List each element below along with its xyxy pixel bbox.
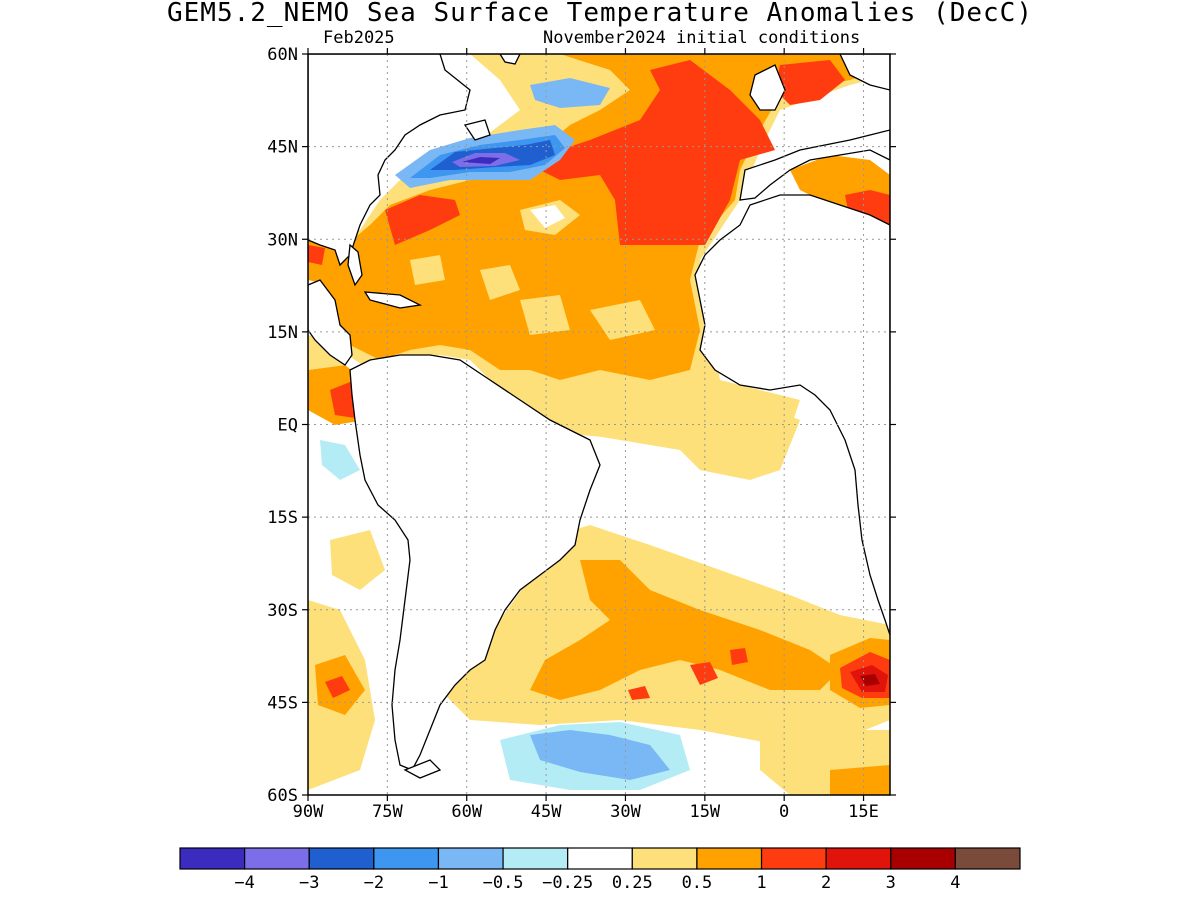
figure-title: GEM5.2_NEMO Sea Surface Temperature Anom… bbox=[167, 0, 1033, 28]
land-florida bbox=[347, 243, 363, 287]
colorbar-swatch bbox=[179, 847, 246, 870]
anomaly-region-equatorial-yellow bbox=[520, 400, 800, 470]
lon-label: 15E bbox=[848, 802, 879, 822]
colorbar-swatch bbox=[244, 847, 310, 870]
colorbar-swatch bbox=[373, 847, 440, 870]
land-tierra-del-fuego bbox=[403, 759, 442, 779]
lat-label: EQ bbox=[278, 416, 298, 436]
land-newfoundland bbox=[463, 119, 491, 141]
anomaly-region-med-red bbox=[845, 190, 890, 225]
axis-ticks bbox=[302, 48, 896, 801]
anomaly-region-south-east-orange-2 bbox=[830, 765, 890, 795]
anomaly-hole bbox=[530, 205, 565, 228]
lon-label: 75W bbox=[372, 802, 403, 822]
colorbar-swatch bbox=[825, 847, 892, 870]
anomaly-hole bbox=[410, 255, 445, 285]
colorbar-label: 0.5 bbox=[682, 873, 713, 893]
init-conditions-label: November2024 initial conditions bbox=[543, 28, 861, 48]
anomaly-region-labrador-coldest-core bbox=[462, 157, 500, 164]
lat-label: 45S bbox=[267, 693, 298, 713]
colorbar-label: 0.25 bbox=[612, 873, 653, 893]
colorbar-swatch bbox=[567, 847, 633, 870]
lat-label: 60S bbox=[267, 786, 298, 806]
land-british-isles bbox=[749, 64, 786, 111]
land-layer bbox=[308, 54, 890, 779]
colorbar-swatch bbox=[760, 847, 827, 870]
land-south-america bbox=[349, 354, 601, 771]
anomaly-region-ne-red bbox=[775, 60, 845, 105]
anomaly-region-north-cold bbox=[530, 78, 610, 108]
land-greenland bbox=[499, 54, 521, 65]
colorbar-label: 4 bbox=[950, 873, 960, 893]
colorbar-label: 2 bbox=[821, 873, 831, 893]
colorbar-swatch bbox=[437, 847, 504, 870]
anomaly-region-south-red-2 bbox=[730, 648, 748, 665]
anomaly-region-south-orange bbox=[530, 560, 840, 700]
anomaly-region-sw-pacific-red bbox=[325, 676, 350, 698]
colorbar-swatch bbox=[890, 847, 956, 870]
anomaly-region-pacific-yellow-2 bbox=[330, 530, 385, 590]
land-scandinavia bbox=[839, 54, 890, 91]
anomaly-region-southern-cold bbox=[530, 730, 670, 780]
colorbar bbox=[179, 847, 1021, 870]
lat-label: 45N bbox=[267, 138, 298, 158]
lon-label: 30W bbox=[610, 802, 641, 822]
colorbar-swatch bbox=[308, 847, 375, 870]
colorbar-swatch bbox=[954, 847, 1021, 870]
colorbar-label: −4 bbox=[234, 873, 254, 893]
lon-label: 15W bbox=[689, 802, 720, 822]
colorbar-labels: −4 −3 −2 −1 −0.5 −0.25 0.25 0.5 1 2 3 4 bbox=[234, 873, 960, 893]
anomaly-hole bbox=[590, 300, 655, 340]
lon-label: 90W bbox=[293, 802, 324, 822]
colorbar-swatch bbox=[631, 847, 698, 870]
latitude-labels: 60N 45N 30N 15N EQ 15S 30S 45S 60S bbox=[267, 45, 298, 806]
lat-label: 15S bbox=[267, 508, 298, 528]
anomaly-region-pacific-yellow bbox=[308, 335, 345, 370]
colorbar-label: −0.25 bbox=[542, 873, 593, 893]
land-central-america bbox=[308, 279, 353, 366]
lat-label: 15N bbox=[267, 323, 298, 343]
land-europe bbox=[739, 129, 890, 201]
colorbar-label: 3 bbox=[886, 873, 896, 893]
anomaly-field bbox=[308, 54, 890, 795]
land-africa bbox=[694, 194, 890, 636]
valid-month-label: Feb2025 bbox=[323, 28, 395, 48]
lat-label: 60N bbox=[267, 45, 298, 65]
land-cuba bbox=[363, 291, 423, 309]
land-north-america bbox=[308, 54, 471, 267]
lat-label: 30N bbox=[267, 230, 298, 250]
colorbar-label: −3 bbox=[299, 873, 319, 893]
anomaly-region-south-red-1 bbox=[690, 662, 718, 685]
anomaly-region-south-red-3 bbox=[628, 686, 650, 700]
colorbar-label: 1 bbox=[756, 873, 766, 893]
lon-label: 0 bbox=[779, 802, 789, 822]
colorbar-swatch bbox=[696, 847, 763, 870]
colorbar-label: −0.5 bbox=[483, 873, 524, 893]
anomaly-region-north-red bbox=[540, 60, 775, 245]
anomaly-region-gulfstream-red bbox=[385, 195, 460, 245]
lon-label: 60W bbox=[451, 802, 482, 822]
colorbar-label: −1 bbox=[428, 873, 448, 893]
lon-label: 45W bbox=[531, 802, 562, 822]
anomaly-region-pacific-cold bbox=[320, 440, 360, 480]
colorbar-swatch bbox=[502, 847, 569, 870]
gridlines bbox=[308, 54, 890, 795]
anomaly-region-gulf-red bbox=[308, 245, 325, 265]
lat-label: 30S bbox=[267, 601, 298, 621]
anomaly-hole bbox=[480, 265, 520, 300]
anomaly-region-agulhas-core bbox=[860, 674, 880, 686]
colorbar-label: −2 bbox=[364, 873, 384, 893]
longitude-labels: 90W 75W 60W 45W 30W 15W 0 15E bbox=[293, 802, 879, 822]
anomaly-hole bbox=[520, 295, 570, 335]
